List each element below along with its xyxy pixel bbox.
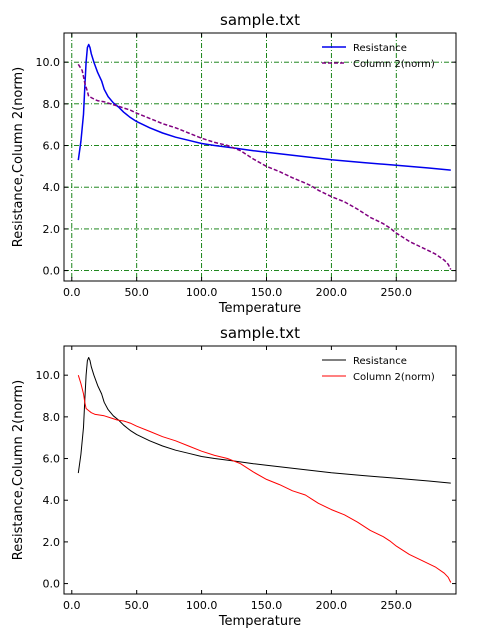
chart-0-legend-label-1: Column 2(norm) (353, 59, 435, 70)
chart-bottom: sample.txt 0.0 50.0 100.0 150.0 200.0 250.0 0.0… (11, 324, 457, 629)
chart-1-xtick-label-2: 100.0 (186, 599, 218, 612)
chart-1-series-0-line (77, 357, 451, 484)
chart-0-legend-label-0: Resistance (353, 43, 407, 54)
chart-0-xtick-label-1: 50.0 (124, 286, 149, 299)
chart-top: sample.txt 0.0 50.0 100.0 150.0 200.0 250.0 0.0… (11, 11, 457, 316)
chart-0-xtick-label-3: 150.0 (251, 286, 283, 299)
chart-1-ytick-label-4: 8.0 (43, 411, 61, 424)
chart-0-ytick-label-3: 6.0 (43, 140, 61, 153)
chart-1-xtick-label-1: 50.0 (124, 599, 149, 612)
chart-1-xtick-label-5: 250.0 (381, 599, 413, 612)
chart-1-legend: Resistance Column 2(norm) (322, 356, 435, 383)
chart-0-series-1-line (77, 63, 452, 270)
chart-0-xtick-label-2: 100.0 (186, 286, 218, 299)
chart-0-ytick-label-5: 10.0 (36, 56, 61, 69)
chart-0-series-0-line (77, 43, 451, 171)
chart-1-ytick-label-5: 10.0 (36, 369, 61, 382)
chart-1-xtick-label-3: 150.0 (251, 599, 283, 612)
chart-0-title: sample.txt (220, 11, 300, 29)
chart-1-legend-label-0: Resistance (353, 356, 407, 367)
chart-0-x-axis-label: Temperature (218, 301, 301, 316)
chart-0-ytick-label-1: 2.0 (43, 223, 61, 236)
chart-0-ytick-label-2: 4.0 (43, 181, 61, 194)
chart-0-legend: Resistance Column 2(norm) (322, 43, 435, 70)
chart-0-ytick-label-4: 8.0 (43, 98, 61, 111)
chart-1-title: sample.txt (220, 324, 300, 342)
chart-0-ytick-label-0: 0.0 (43, 265, 61, 278)
chart-1-xtick-label-0: 0.0 (63, 599, 81, 612)
chart-1-ytick-label-3: 6.0 (43, 453, 61, 466)
chart-1-axes-frame (63, 345, 457, 595)
chart-0-axes-frame (63, 32, 457, 282)
chart-1-ytick-label-2: 4.0 (43, 494, 61, 507)
chart-1-ytick-label-1: 2.0 (43, 536, 61, 549)
chart-1-series-1-line (77, 375, 452, 583)
chart-0-y-axis-label: Resistance,Column 2(norm) (11, 67, 26, 248)
chart-1-x-axis-label: Temperature (218, 614, 301, 629)
chart-1-y-axis-label: Resistance,Column 2(norm) (11, 380, 26, 561)
chart-1-ytick-label-0: 0.0 (43, 578, 61, 591)
chart-0-xtick-label-0: 0.0 (63, 286, 81, 299)
chart-0-xtick-label-5: 250.0 (381, 286, 413, 299)
chart-1-xtick-label-4: 200.0 (316, 599, 348, 612)
chart-0-xtick-label-4: 200.0 (316, 286, 348, 299)
chart-1-legend-label-1: Column 2(norm) (353, 372, 435, 383)
